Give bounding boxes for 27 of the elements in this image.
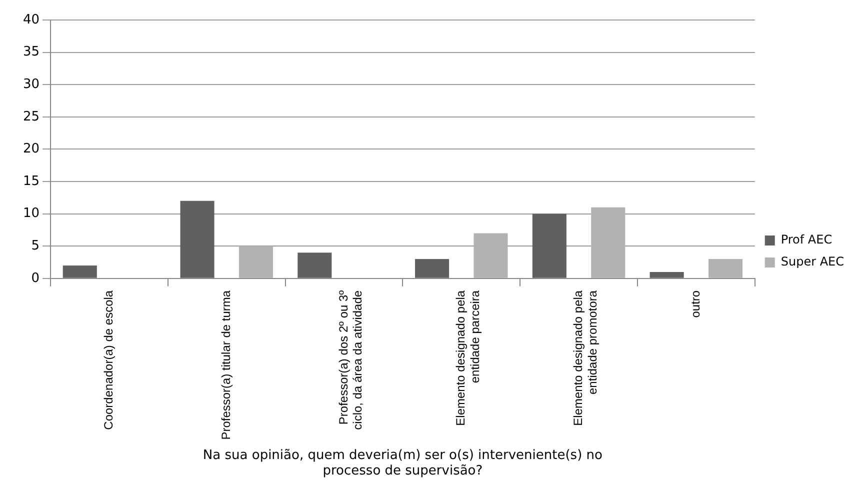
x-tick-label: Professor(a) dos 2º ou 3º ciclo, da área da atividade <box>336 290 365 430</box>
x-axis-title: Na sua opinião, quem deveria(m) ser o(s) interveniente(s) no processo de supervisão? <box>202 448 603 479</box>
bar <box>650 272 684 278</box>
bar <box>591 207 626 278</box>
bar <box>62 265 97 278</box>
bar <box>708 259 743 278</box>
y-tick-label: 10 <box>22 206 40 222</box>
y-tick-label: 5 <box>31 238 40 254</box>
y-tick-label: 40 <box>22 12 40 28</box>
y-tick-label: 30 <box>22 76 40 92</box>
x-tick-label: Professor(a) titular de turma <box>218 290 233 440</box>
y-tick-label: 15 <box>22 174 40 189</box>
y-tick-label: 25 <box>22 109 40 124</box>
bar <box>180 200 214 278</box>
y-tick-label: 35 <box>22 44 40 60</box>
legend-label: Super AEC <box>780 254 844 269</box>
bar <box>298 252 332 278</box>
bar <box>238 246 273 278</box>
y-tick-label: 0 <box>31 270 40 286</box>
legend-label: Prof AEC <box>780 232 832 247</box>
x-tick-label: outro <box>688 290 702 318</box>
x-tick-label: Elemento designado pela entidade parceira <box>454 290 482 426</box>
bar <box>532 214 566 278</box>
y-tick-label: 20 <box>22 142 40 157</box>
bar <box>415 259 450 278</box>
bar <box>474 233 508 278</box>
x-tick-label: Coordenador(a) de escola <box>102 290 116 430</box>
